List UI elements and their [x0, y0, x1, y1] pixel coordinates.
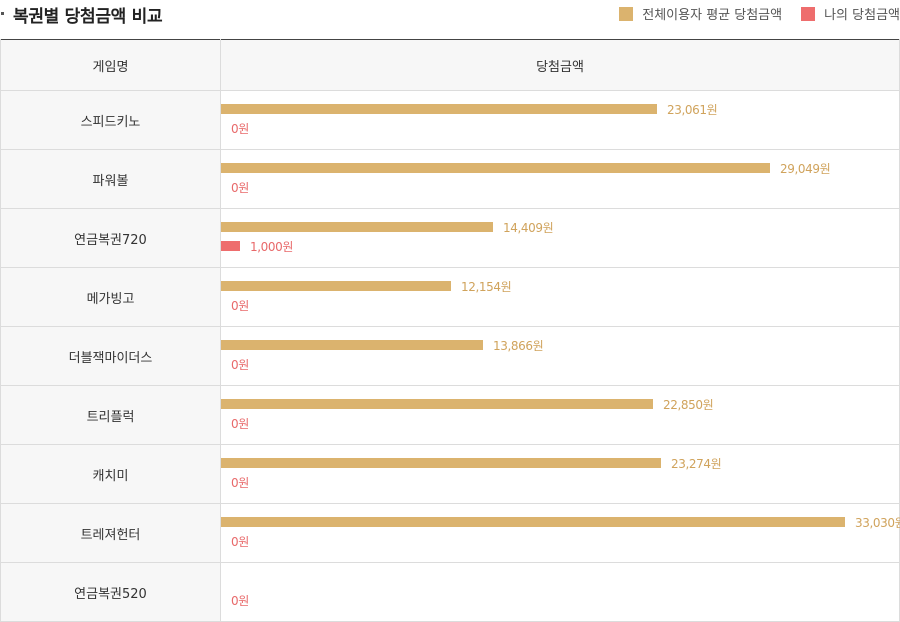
table-body: 스피드키노 23,061원 0원 파워볼 29,049원 0원 연금복권720 14,409원… [0, 90, 900, 622]
column-header-amount: 당첨금액 [220, 39, 900, 91]
average-bar [221, 517, 845, 527]
my-value-label: 0원 [231, 475, 249, 490]
my-value-label: 0원 [231, 593, 249, 608]
bar-cell: 14,409원 1,000원 [220, 208, 900, 268]
title-bullet-icon [1, 12, 4, 15]
bar-cell: 22,850원 0원 [220, 385, 900, 445]
my-value-label: 0원 [231, 534, 249, 549]
my-bar-row: 0원 [221, 299, 249, 313]
legend-label-mine: 나의 당첨금액 [824, 8, 900, 23]
my-value-label: 0원 [231, 298, 249, 313]
game-name: 연금복권520 [0, 562, 221, 622]
average-bar [221, 163, 770, 173]
my-value-label: 0원 [231, 180, 249, 195]
average-bar-row: 23,274원 [221, 457, 722, 471]
table-row: 파워볼 29,049원 0원 [0, 149, 900, 209]
average-bar-row: 23,061원 [221, 103, 718, 117]
bar-cell: 0원 [220, 562, 900, 622]
table-header-row: 게임명 당첨금액 [0, 39, 900, 91]
game-name: 스피드키노 [0, 90, 221, 150]
my-value-label: 0원 [231, 357, 249, 372]
table-row: 스피드키노 23,061원 0원 [0, 90, 900, 150]
game-name: 트리플럭 [0, 385, 221, 445]
average-bar-row: 29,049원 [221, 162, 831, 176]
my-bar-row: 0원 [221, 535, 249, 549]
average-bar [221, 340, 483, 350]
legend: 전체이용자 평균 당첨금액 나의 당첨금액 [600, 4, 900, 23]
game-name: 메가빙고 [0, 267, 221, 327]
legend-swatch-mine [801, 6, 816, 21]
average-value-label: 33,030원 [855, 515, 900, 530]
table-row: 메가빙고 12,154원 0원 [0, 267, 900, 327]
game-name: 파워볼 [0, 149, 221, 209]
average-value-label: 13,866원 [493, 338, 544, 353]
game-name: 연금복권720 [0, 208, 221, 268]
my-bar-row: 1,000원 [221, 240, 293, 254]
my-value-label: 0원 [231, 416, 249, 431]
average-bar [221, 399, 653, 409]
chart-title: 복권별 당첨금액 비교 [13, 7, 163, 27]
table-row: 더블잭마이더스 13,866원 0원 [0, 326, 900, 386]
legend-label-average: 전체이용자 평균 당첨금액 [642, 8, 783, 23]
bar-cell: 23,061원 0원 [220, 90, 900, 150]
my-bar-row: 0원 [221, 122, 249, 136]
average-bar-row: 22,850원 [221, 398, 714, 412]
legend-swatch-average [619, 6, 634, 21]
average-value-label: 29,049원 [780, 161, 831, 176]
my-value-label: 1,000원 [250, 239, 293, 254]
average-bar [221, 222, 493, 232]
game-name: 캐치미 [0, 444, 221, 504]
my-bar-row: 0원 [221, 358, 249, 372]
game-name: 트레져헌터 [0, 503, 221, 563]
average-value-label: 14,409원 [503, 220, 554, 235]
legend-item-average: 전체이용자 평균 당첨금액 [619, 4, 782, 23]
average-bar-row: 33,030원 [221, 516, 900, 530]
average-value-label: 23,274원 [671, 456, 722, 471]
table-row: 캐치미 23,274원 0원 [0, 444, 900, 504]
bar-cell: 29,049원 0원 [220, 149, 900, 209]
my-bar-row: 0원 [221, 181, 249, 195]
comparison-table: 게임명 당첨금액 스피드키노 23,061원 0원 파워볼 29,049원 0원 연금복권7… [0, 39, 900, 622]
table-row: 트레져헌터 33,030원 0원 [0, 503, 900, 563]
average-bar [221, 104, 657, 114]
average-bar-row: 13,866원 [221, 339, 544, 353]
bar-cell: 12,154원 0원 [220, 267, 900, 327]
my-bar-row: 0원 [221, 594, 249, 608]
bar-cell: 33,030원 0원 [220, 503, 900, 563]
average-value-label: 23,061원 [667, 102, 718, 117]
column-header-game: 게임명 [0, 39, 221, 91]
my-bar [221, 241, 240, 251]
chart-header: 복권별 당첨금액 비교 전체이용자 평균 당첨금액 나의 당첨금액 [0, 0, 900, 38]
table-row: 연금복권520 0원 [0, 562, 900, 622]
bar-cell: 13,866원 0원 [220, 326, 900, 386]
bar-cell: 23,274원 0원 [220, 444, 900, 504]
average-value-label: 22,850원 [663, 397, 714, 412]
game-name: 더블잭마이더스 [0, 326, 221, 386]
average-bar-row: 12,154원 [221, 280, 512, 294]
my-bar-row: 0원 [221, 476, 249, 490]
my-value-label: 0원 [231, 121, 249, 136]
legend-item-mine: 나의 당첨금액 [801, 4, 900, 23]
table-row: 트리플럭 22,850원 0원 [0, 385, 900, 445]
average-value-label: 12,154원 [461, 279, 512, 294]
my-bar-row: 0원 [221, 417, 249, 431]
table-row: 연금복권720 14,409원 1,000원 [0, 208, 900, 268]
average-bar-row: 14,409원 [221, 221, 554, 235]
average-bar [221, 281, 451, 291]
average-bar [221, 458, 661, 468]
